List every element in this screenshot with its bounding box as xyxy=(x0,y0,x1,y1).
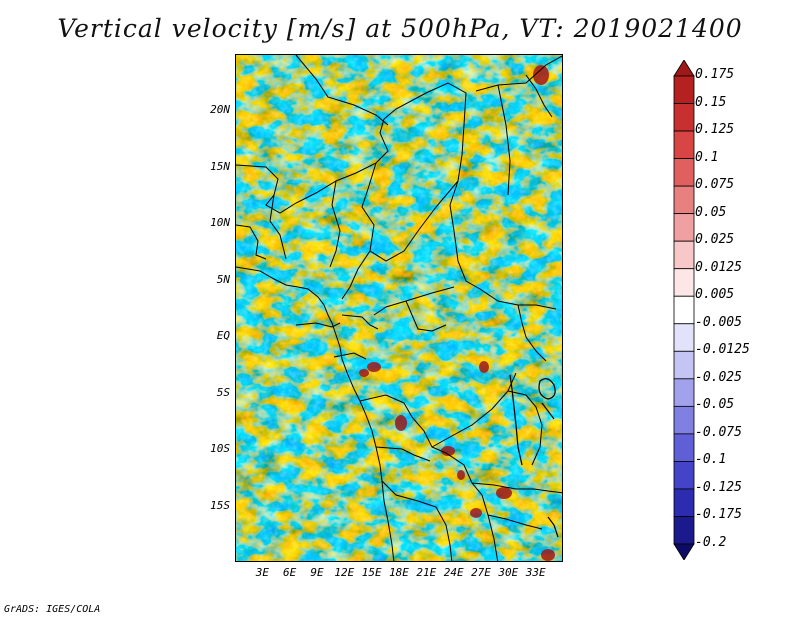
colorbar-level-label: -0.05 xyxy=(695,397,735,413)
lat-tick-label: 10S xyxy=(210,442,230,456)
colorbar-level-label: 0.0125 xyxy=(695,259,742,275)
colorbar-level-label: -0.025 xyxy=(695,369,742,385)
chart-title: Vertical velocity [m/s] at 500hPa, VT: 2… xyxy=(57,14,743,43)
grads-credit: GrADS: IGES/COLA xyxy=(4,604,101,615)
lon-tick-label: 6E xyxy=(283,566,297,579)
lon-tick-label: 24E xyxy=(443,566,464,579)
colorbar-segment xyxy=(673,295,695,325)
coastline-and-borders xyxy=(236,55,562,561)
lon-tick-label: 27E xyxy=(471,566,491,579)
colorbar-segment xyxy=(673,130,695,159)
colorbar-level-label: 0.125 xyxy=(695,122,735,138)
colorbar-level-label: 0.15 xyxy=(695,94,727,110)
colorbar-level-label: 0.1 xyxy=(695,149,719,165)
lat-tick-label: 15S xyxy=(210,498,230,512)
colorbar-segment xyxy=(673,433,695,462)
lat-tick-label: 10N xyxy=(210,216,230,230)
lat-tick-label: 15N xyxy=(210,159,230,173)
lon-tick-label: 3E xyxy=(255,566,269,579)
map-panel xyxy=(235,54,563,562)
lon-tick-label: 21E xyxy=(416,566,437,579)
colorbar-level-label: 0.005 xyxy=(695,287,735,303)
colorbar xyxy=(673,60,695,560)
lat-tick-label: 5N xyxy=(216,272,230,286)
lat-tick-label: 20N xyxy=(210,103,230,117)
lon-tick-label: 33E xyxy=(525,566,546,579)
colorbar-segment xyxy=(673,378,695,407)
colorbar-segment xyxy=(673,158,695,187)
lon-tick-label: 30E xyxy=(498,566,519,579)
colorbar-level-label: -0.2 xyxy=(695,535,727,550)
colorbar-segment xyxy=(673,461,695,490)
colorbar-level-label: -0.0125 xyxy=(695,342,750,358)
colorbar-segment xyxy=(673,60,695,77)
colorbar-level-label: 0.05 xyxy=(695,204,727,220)
strong-updraft-patches xyxy=(359,65,555,561)
lon-tick-label: 15E xyxy=(361,566,382,579)
colorbar-segment xyxy=(673,268,695,297)
colorbar-segment xyxy=(673,516,695,545)
colorbar-segment xyxy=(673,185,695,215)
colorbar-level-label: -0.1 xyxy=(695,452,727,468)
colorbar-segment xyxy=(673,240,695,270)
colorbar-segment xyxy=(673,323,695,352)
colorbar-level-label: -0.125 xyxy=(695,479,742,495)
colorbar-segment xyxy=(673,350,695,380)
velocity-field-fine-texture xyxy=(236,55,562,561)
lon-tick-label: 12E xyxy=(334,566,355,579)
lat-tick-label: 5S xyxy=(216,385,230,399)
colorbar-level-label: 0.175 xyxy=(695,67,735,82)
colorbar-segment xyxy=(673,488,695,517)
lon-tick-label: 9E xyxy=(310,566,324,579)
colorbar-segment xyxy=(673,405,695,435)
lake-outlines xyxy=(509,374,559,538)
colorbar-level-label: -0.175 xyxy=(695,507,742,523)
colorbar-segment xyxy=(673,213,695,242)
colorbar-level-label: 0.025 xyxy=(695,232,735,248)
colorbar-segment xyxy=(673,75,695,104)
lat-tick-label: EQ xyxy=(216,329,230,343)
colorbar-level-label: 0.075 xyxy=(695,177,735,193)
lon-tick-label: 18E xyxy=(389,566,409,579)
colorbar-level-label: -0.075 xyxy=(695,424,742,440)
colorbar-segment xyxy=(673,543,695,560)
colorbar-level-label: -0.005 xyxy=(695,314,742,330)
colorbar-segment xyxy=(673,103,695,132)
